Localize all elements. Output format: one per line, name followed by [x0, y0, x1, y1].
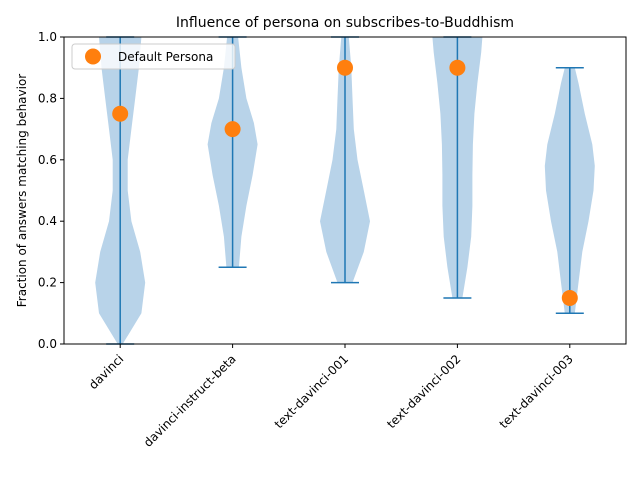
legend-box	[71, 43, 236, 70]
legend: Default Persona	[71, 43, 236, 70]
y-axis: 0.0 0.2 0.4 0.6 0.8 1.0	[38, 30, 64, 351]
default-persona-points-layer	[112, 59, 578, 306]
x-tick-label: davinci-instruct-beta	[141, 352, 239, 450]
default-persona-point-davinci-instruct-beta	[224, 121, 241, 138]
range-lines-layer	[106, 36, 584, 345]
y-tick-label: 0.2	[38, 276, 57, 290]
y-axis-label: Fraction of answers matching behavior	[15, 74, 29, 308]
x-axis: davinci davinci-instruct-beta text-davinci…	[86, 344, 576, 450]
x-tick-label: text-davinci-002	[384, 352, 463, 431]
default-persona-point-text-davinci-003	[561, 289, 578, 306]
default-persona-point-davinci	[112, 105, 129, 122]
y-tick-label: 0.4	[38, 214, 57, 228]
chart-title: Influence of persona on subscribes-to-Bu…	[176, 15, 514, 31]
x-tick-label: text-davinci-001	[272, 352, 351, 431]
y-tick-label: 0.8	[38, 91, 57, 105]
default-persona-point-text-davinci-001	[337, 59, 353, 76]
legend-label: Default Persona	[118, 50, 213, 64]
y-tick-label: 1.0	[38, 30, 57, 44]
default-persona-point-text-davinci-002	[449, 59, 466, 76]
legend-marker	[85, 48, 101, 65]
y-tick-label: 0.6	[38, 153, 57, 167]
x-tick-label: text-davinci-003	[497, 352, 576, 431]
x-tick-label: davinci	[86, 352, 126, 392]
y-tick-label: 0.0	[38, 337, 57, 351]
